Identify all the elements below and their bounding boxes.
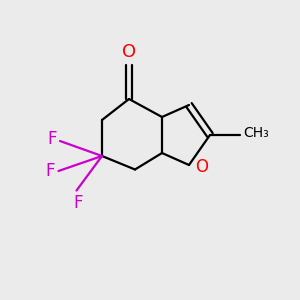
Text: F: F bbox=[73, 194, 83, 212]
Text: F: F bbox=[45, 162, 55, 180]
Text: O: O bbox=[122, 43, 136, 61]
Text: F: F bbox=[47, 130, 56, 148]
Text: CH₃: CH₃ bbox=[244, 127, 269, 140]
Text: O: O bbox=[196, 158, 208, 176]
